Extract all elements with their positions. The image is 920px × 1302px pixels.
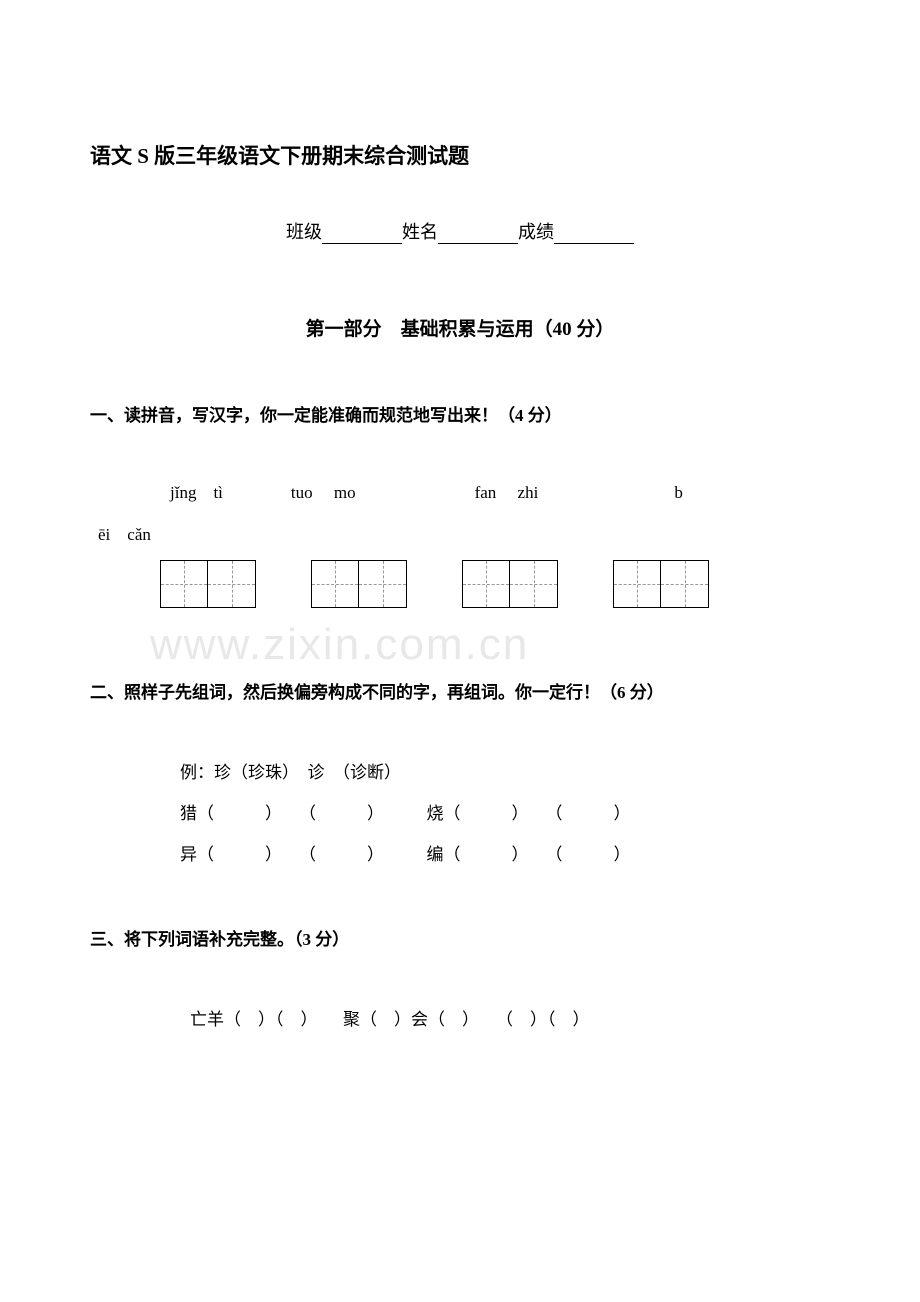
score-blank (554, 226, 634, 244)
q2-row1: 猎（ ） （ ） 烧（ ） （ ） (90, 794, 830, 835)
q2-row2: 异（ ） （ ） 编（ ） （ ） (90, 835, 830, 876)
header-fields: 班级 姓名 成绩 (90, 218, 830, 244)
score-label: 成绩 (518, 222, 554, 242)
document-title: 语文 S 版三年级语文下册期末综合测试题 (90, 140, 830, 170)
q3-heading: 三、将下列词语补充完整。（3 分） (90, 925, 830, 950)
q1-pinyin-row2: ēi cǎn (90, 518, 830, 552)
name-label: 姓名 (402, 222, 438, 242)
class-blank (322, 226, 402, 244)
watermark-text: www.zixin.com.cn (150, 620, 529, 670)
box-pair-2 (311, 560, 407, 608)
box-pair-4 (613, 560, 709, 608)
q2-row2-right: 编（ ） （ ） (427, 845, 631, 864)
tian-box (462, 560, 510, 608)
q2-row2-left: 异（ ） （ ） (180, 845, 376, 864)
q1-pinyin-row1: jǐng tì tuo mo fan zhi b (90, 476, 830, 510)
tian-box (359, 560, 407, 608)
tian-box (661, 560, 709, 608)
class-label: 班级 (286, 222, 322, 242)
box-pair-3 (462, 560, 558, 608)
part1-title: 第一部分 基础积累与运用（40 分） (90, 314, 830, 341)
q3-line1: 亡羊（ ）（ ） 聚（ ）会（ ） （ ）（ ） (90, 1000, 830, 1041)
tian-box (160, 560, 208, 608)
q2-example: 例：珍（珍珠） 诊 （诊断） (90, 753, 830, 794)
name-blank (438, 226, 518, 244)
q2-row1-left: 猎（ ） （ ） (180, 804, 376, 823)
tian-box (613, 560, 661, 608)
box-pair-1 (160, 560, 256, 608)
tian-box (311, 560, 359, 608)
q1-heading: 一、读拼音，写汉字，你一定能准确而规范地写出来！（4 分） (90, 401, 830, 426)
q1-answer-boxes (90, 560, 830, 608)
q2-row1-right: 烧（ ） （ ） (427, 804, 631, 823)
q2-heading: 二、照样子先组词，然后换偏旁构成不同的字，再组词。你一定行！（6 分） (90, 678, 830, 703)
q2-content: 例：珍（珍珠） 诊 （诊断） 猎（ ） （ ） 烧（ ） （ ） 异（ ） （ … (90, 753, 830, 875)
tian-box (510, 560, 558, 608)
tian-box (208, 560, 256, 608)
